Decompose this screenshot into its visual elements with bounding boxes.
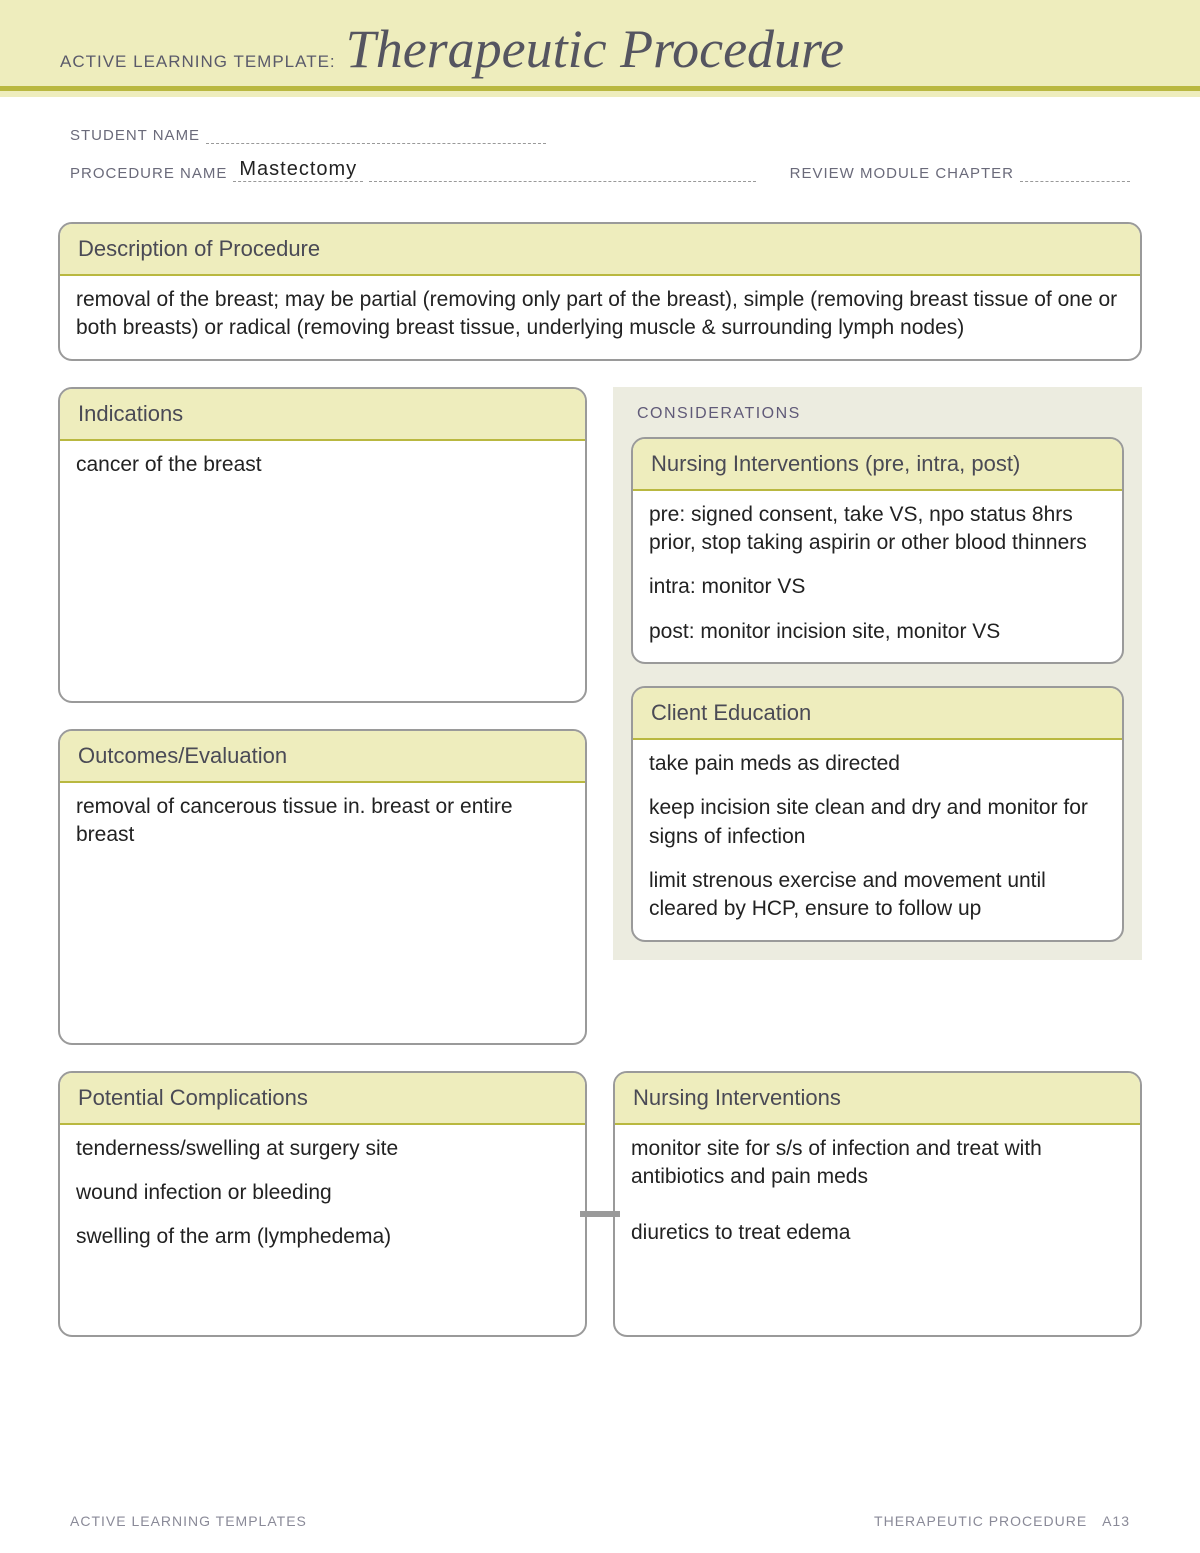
outcomes-box: Outcomes/Evaluation removal of cancerous… [58, 729, 587, 1045]
ni-pre: pre: signed consent, take VS, npo status… [649, 501, 1106, 558]
review-chapter-label: REVIEW MODULE CHAPTER [790, 165, 1014, 182]
page: ACTIVE LEARNING TEMPLATE: Therapeutic Pr… [0, 0, 1200, 1553]
footer: ACTIVE LEARNING TEMPLATES THERAPEUTIC PR… [0, 1513, 1200, 1529]
ce-p2: keep incision site clean and dry and mon… [649, 794, 1106, 851]
bottom-row: Potential Complications tenderness/swell… [58, 1071, 1142, 1337]
indications-body: cancer of the breast [60, 441, 585, 701]
complications-title: Potential Complications [60, 1073, 585, 1125]
ce-p3: limit strenous exercise and movement unt… [649, 867, 1106, 924]
ni-post: post: monitor incision site, monitor VS [649, 618, 1106, 646]
footer-left: ACTIVE LEARNING TEMPLATES [70, 1513, 307, 1529]
description-title: Description of Procedure [60, 224, 1140, 276]
outcomes-text: removal of cancerous tissue in. breast o… [76, 793, 569, 850]
procedure-name-label: PROCEDURE NAME [70, 165, 227, 182]
nursing-interventions-title: Nursing Interventions (pre, intra, post) [633, 439, 1122, 491]
accent-line [0, 86, 1200, 91]
nursing-interventions2-title: Nursing Interventions [615, 1073, 1140, 1125]
client-education-title: Client Education [633, 688, 1122, 740]
nursing-interventions-box: Nursing Interventions (pre, intra, post)… [631, 437, 1124, 664]
considerations-label: CONSIDERATIONS [637, 405, 1124, 423]
meta-block: STUDENT NAME PROCEDURE NAME Mastectomy R… [0, 97, 1200, 192]
ni-intra: intra: monitor VS [649, 573, 1106, 601]
header-band: ACTIVE LEARNING TEMPLATE: Therapeutic Pr… [0, 0, 1200, 97]
review-chapter-line[interactable] [1020, 166, 1130, 182]
complications-box: Potential Complications tenderness/swell… [58, 1071, 587, 1337]
comp-p3: swelling of the arm (lymphedema) [76, 1223, 569, 1251]
complications-body: tenderness/swelling at surgery site woun… [60, 1125, 585, 1335]
content-area: Description of Procedure removal of the … [0, 192, 1200, 1337]
connector-bar [580, 1211, 620, 1217]
indications-title: Indications [60, 389, 585, 441]
description-body: removal of the breast; may be partial (r… [60, 276, 1140, 359]
indications-box: Indications cancer of the breast [58, 387, 587, 703]
comp-p2: wound infection or bleeding [76, 1179, 569, 1207]
considerations-panel: CONSIDERATIONS Nursing Interventions (pr… [613, 387, 1142, 960]
footer-right: THERAPEUTIC PROCEDURE [874, 1513, 1087, 1529]
footer-page: A13 [1102, 1513, 1130, 1529]
procedure-name-value[interactable]: Mastectomy [233, 158, 363, 182]
student-name-label: STUDENT NAME [70, 127, 200, 144]
indications-text: cancer of the breast [76, 451, 569, 479]
nursing-interventions-body: pre: signed consent, take VS, npo status… [633, 491, 1122, 662]
outcomes-title: Outcomes/Evaluation [60, 731, 585, 783]
header-title: Therapeutic Procedure [346, 18, 844, 80]
nursing-interventions2-box: Nursing Interventions monitor site for s… [613, 1071, 1142, 1337]
comp-p1: tenderness/swelling at surgery site [76, 1135, 569, 1163]
ce-p1: take pain meds as directed [649, 750, 1106, 778]
header-prefix: ACTIVE LEARNING TEMPLATE: [60, 52, 336, 72]
outcomes-body: removal of cancerous tissue in. breast o… [60, 783, 585, 1043]
client-education-body: take pain meds as directed keep incision… [633, 740, 1122, 940]
student-name-line[interactable] [206, 128, 546, 144]
ni2-p1: monitor site for s/s of infection and tr… [631, 1135, 1124, 1192]
description-box: Description of Procedure removal of the … [58, 222, 1142, 361]
ni2-p2: diuretics to treat edema [631, 1219, 1124, 1247]
procedure-name-line[interactable] [369, 166, 755, 182]
description-text: removal of the breast; may be partial (r… [76, 286, 1124, 343]
nursing-interventions2-body: monitor site for s/s of infection and tr… [615, 1125, 1140, 1335]
client-education-box: Client Education take pain meds as direc… [631, 686, 1124, 942]
